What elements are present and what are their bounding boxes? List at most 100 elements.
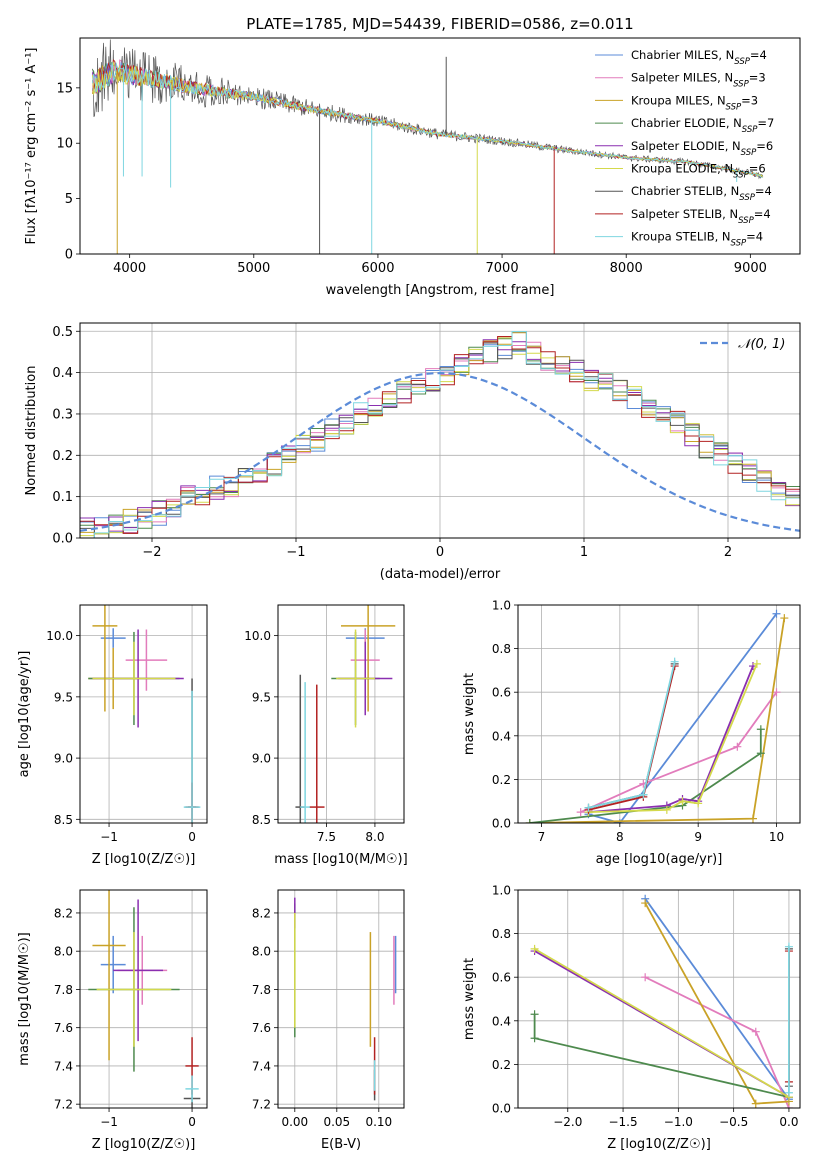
weight-marker [641, 973, 650, 982]
weight-marker [576, 808, 585, 817]
histogram-4 [80, 339, 800, 529]
axes-frame [277, 889, 405, 1109]
weight-marker [784, 942, 793, 951]
axes-frame [79, 604, 208, 824]
y-tick-label: 0.0 [492, 817, 511, 831]
weight-marker [662, 805, 671, 814]
axes-frame [79, 37, 801, 255]
weight-marker [772, 609, 781, 618]
weight-line-0 [644, 898, 790, 1100]
axes-frame [517, 889, 801, 1109]
x-axis-label: mass [log10(M/M☉)] [274, 852, 407, 867]
y-tick-label: 9.5 [54, 690, 73, 704]
panel-2: −1 0 8.5 9.0 9.5 10.0 Z [log10(Z/Z☉)] age [log1… [17, 604, 208, 867]
y-tick-label: 1.0 [492, 599, 511, 613]
x-tick-label: 0.05 [323, 1115, 350, 1129]
weight-marker [670, 657, 679, 666]
axes-frame [79, 322, 801, 539]
weight-marker [756, 725, 765, 734]
y-tick-label: 7.8 [252, 983, 271, 997]
x-tick-label: 2 [724, 545, 732, 560]
y-tick-label: 7.4 [252, 1059, 271, 1073]
y-tick-label: 9.0 [252, 752, 271, 766]
x-tick-label: 0 [188, 830, 196, 844]
x-axis-label: Z [log10(Z/Z☉)] [92, 1137, 196, 1152]
weight-line-0 [588, 613, 778, 823]
weight-line-5 [534, 948, 790, 1098]
x-axis-label: Z [log10(Z/Z☉)] [607, 1137, 711, 1152]
weight-marker [756, 749, 765, 758]
x-tick-label: 8 [616, 830, 624, 844]
y-tick-label: 0.3 [52, 407, 73, 422]
y-axis-label: Normed distribution [24, 366, 39, 496]
weight-marker [641, 899, 650, 908]
y-tick-label: 0.8 [492, 642, 511, 656]
histogram-3 [80, 338, 800, 538]
plot-area [530, 894, 793, 1108]
y-tick-label: 9.0 [54, 752, 73, 766]
x-axis-label: E(B-V) [321, 1137, 361, 1152]
y-tick-label: 0 [65, 248, 73, 263]
x-axis-label: Z [log10(Z/Z☉)] [92, 852, 196, 867]
y-tick-label: 8.0 [252, 945, 271, 959]
y-tick-label: 0.2 [492, 773, 511, 787]
weight-marker [639, 790, 648, 799]
y-tick-label: 7.6 [54, 1021, 73, 1035]
weight-marker [530, 1010, 539, 1019]
x-tick-label: 0 [436, 545, 444, 560]
y-tick-label: 0.8 [492, 927, 511, 941]
y-axis-label: mass [log10(M/M☉)] [17, 932, 32, 1065]
x-tick-label: 7 [538, 830, 546, 844]
legend-entry: Kroupa MILES, NSSP=3 [631, 93, 758, 112]
legend-entry: Kroupa STELIB, NSSP=4 [631, 230, 763, 249]
y-tick-label: 5 [65, 192, 73, 207]
y-tick-label: 0.4 [52, 366, 73, 381]
x-tick-label: 6000 [361, 261, 394, 276]
x-tick-label: −1.5 [608, 1115, 637, 1129]
weight-line-8 [588, 661, 676, 809]
plot-area [88, 890, 201, 1108]
x-tick-label: −1.0 [664, 1115, 693, 1129]
plot-area [80, 331, 800, 538]
weight-marker [751, 1027, 760, 1036]
x-tick-label: −1 [100, 830, 118, 844]
weight-line-1 [644, 976, 790, 1108]
y-tick-label: 0.6 [492, 686, 511, 700]
y-tick-label: 8.2 [54, 906, 73, 920]
x-tick-label: 9000 [734, 261, 767, 276]
x-tick-label: 5000 [237, 261, 270, 276]
weight-marker [752, 659, 761, 668]
x-tick-label: 10 [769, 830, 784, 844]
y-tick-label: 10.0 [46, 629, 73, 643]
legend-entry: Chabrier STELIB, NSSP=4 [631, 184, 772, 203]
x-tick-label: 0.0 [779, 1115, 798, 1129]
panel-7: −2.0 −1.5 −1.0 −0.5 0.0 0.0 0.2 0.4 0.6 0.8 1.0 Z [… [462, 884, 801, 1152]
x-axis-label: age [log10(age/yr)] [596, 852, 723, 867]
panel-6: 0.00 0.05 0.10 7.2 7.4 7.6 7.8 8.0 8.2 E(B-V) [252, 889, 405, 1152]
legend-entry: Chabrier ELODIE, NSSP=7 [631, 116, 774, 135]
axes-frame [79, 889, 208, 1109]
weight-line-4 [588, 665, 754, 813]
x-tick-label: 1 [580, 545, 588, 560]
y-tick-label: 0.4 [492, 729, 511, 743]
histogram-8 [80, 331, 800, 538]
y-tick-label: 0.2 [52, 449, 73, 464]
y-tick-label: 7.8 [54, 983, 73, 997]
x-tick-label: 0.00 [281, 1115, 308, 1129]
y-tick-label: 0.1 [52, 490, 73, 505]
legend-entry: Kroupa ELODIE, NSSP=6 [631, 162, 766, 181]
panel-4: 7 8 9 10 0.0 0.2 0.4 0.6 0.8 1.0 age [log10(age/yr… [462, 599, 801, 867]
x-tick-label: −1 [286, 545, 305, 560]
legend: Chabrier MILES, NSSP=4 Salpeter MILES, NS… [595, 48, 774, 249]
weight-marker [749, 814, 757, 823]
plot-area [88, 605, 201, 823]
weight-line-1 [580, 691, 778, 813]
weight-marker [694, 799, 703, 808]
panel-3: 7.5 8.0 8.5 9.0 9.5 10.0 mass [log10(M/M☉)] [244, 604, 408, 867]
x-tick-label: 7.5 [317, 830, 336, 844]
panel-0: 4000 5000 6000 7000 8000 9000 0 5 10 15 wavelength… [24, 37, 801, 298]
weight-marker [678, 797, 687, 806]
weight-marker [530, 1034, 539, 1043]
x-tick-label: −0.5 [719, 1115, 748, 1129]
y-tick-label: 0.2 [492, 1058, 511, 1072]
